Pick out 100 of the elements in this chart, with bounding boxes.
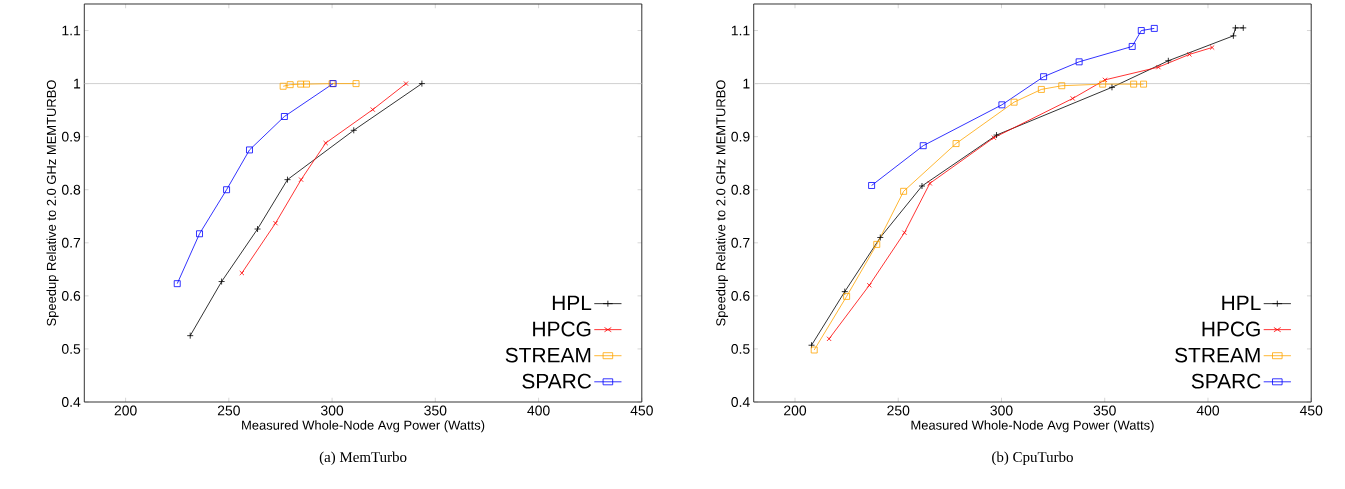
point xyxy=(303,80,310,88)
point xyxy=(1164,57,1172,65)
point xyxy=(1186,51,1192,57)
legend-label: HPL xyxy=(552,295,592,311)
point xyxy=(927,180,933,186)
point xyxy=(298,177,304,183)
point xyxy=(218,278,226,285)
point xyxy=(323,140,329,146)
x-tick-label: 200 xyxy=(114,405,137,416)
x-tick-label: 250 xyxy=(217,405,240,416)
point xyxy=(1010,98,1018,106)
y-tick-label: 0.9 xyxy=(731,131,750,142)
y-tick-label: 0.7 xyxy=(731,237,750,248)
y-axis-title: Speedup Relative to 2.0 GHz MEMTURBO xyxy=(715,80,728,326)
y-axis-title: Speedup Relative to 2.0 GHz MEMTURBO xyxy=(46,80,59,326)
x-tick-label: 350 xyxy=(1093,405,1116,416)
point xyxy=(900,187,908,195)
y-tick-label: 1.1 xyxy=(731,25,750,36)
point xyxy=(1108,83,1116,91)
point xyxy=(810,346,818,354)
point xyxy=(272,220,279,226)
point xyxy=(246,146,253,154)
x-tick-label: 300 xyxy=(320,405,344,416)
point xyxy=(993,131,1000,139)
point xyxy=(196,230,203,238)
point xyxy=(370,107,376,113)
x-tick-label: 400 xyxy=(1196,405,1220,416)
point xyxy=(280,113,288,120)
point xyxy=(1130,80,1138,88)
point xyxy=(1058,82,1066,90)
y-tick-label: 0.8 xyxy=(731,184,750,195)
point xyxy=(841,288,849,296)
point xyxy=(418,80,426,87)
x-tick-label: 300 xyxy=(990,405,1013,416)
point xyxy=(843,293,851,300)
y-tick-label: 0.6 xyxy=(731,290,750,301)
point xyxy=(1209,44,1215,51)
point xyxy=(1232,24,1239,32)
point xyxy=(352,80,360,87)
point xyxy=(918,182,926,190)
point xyxy=(186,332,194,340)
y-tick-label: 1 xyxy=(74,78,81,89)
point xyxy=(919,142,927,150)
point xyxy=(286,81,294,89)
x-tick-label: 200 xyxy=(784,405,807,416)
point xyxy=(1229,32,1237,40)
point xyxy=(1037,86,1045,93)
x-axis-title: Measured Whole-Node Avg Power (Watts) xyxy=(911,420,1154,433)
legend-label: HPCG xyxy=(1202,321,1260,337)
point xyxy=(998,101,1006,109)
point xyxy=(173,280,181,288)
point xyxy=(1070,95,1076,101)
x-tick-label: 250 xyxy=(887,405,910,416)
point xyxy=(808,341,815,349)
legend-label: HPCG xyxy=(533,321,591,337)
x-axis-title: Measured Whole-Node Avg Power (Watts) xyxy=(242,420,485,433)
point xyxy=(901,230,907,236)
point xyxy=(866,282,872,288)
y-tick-label: 1.1 xyxy=(62,25,81,36)
point xyxy=(254,225,261,233)
point xyxy=(1137,27,1145,34)
y-tick-label: 0.8 xyxy=(61,184,81,195)
legend-label: SPARC xyxy=(522,373,592,389)
y-tick-label: 0.5 xyxy=(61,343,81,354)
point xyxy=(868,182,876,189)
x-tick-label: 450 xyxy=(630,405,653,416)
y-tick-label: 1 xyxy=(743,78,750,89)
legend-label: STREAM xyxy=(505,347,591,363)
point xyxy=(350,126,358,134)
point xyxy=(873,240,881,248)
point xyxy=(1099,80,1107,88)
x-tick-label: 400 xyxy=(527,405,550,416)
point xyxy=(876,234,884,241)
legend-label: SPARC xyxy=(1191,373,1261,389)
legend-label: HPL xyxy=(1222,295,1261,311)
point xyxy=(297,80,305,88)
point xyxy=(1040,73,1048,81)
point xyxy=(991,135,997,141)
point xyxy=(1239,24,1247,32)
point xyxy=(1140,80,1147,88)
point xyxy=(223,186,230,194)
point xyxy=(1155,64,1161,70)
point xyxy=(952,140,960,147)
point xyxy=(1128,43,1136,50)
point xyxy=(284,176,291,184)
y-tick-label: 0.6 xyxy=(61,290,81,301)
x-tick-label: 450 xyxy=(1299,405,1323,416)
y-tick-label: 0.4 xyxy=(731,397,750,407)
point xyxy=(1075,58,1083,66)
y-tick-label: 0.7 xyxy=(61,237,81,248)
text: (b) CpuTurbo xyxy=(992,451,1073,466)
point xyxy=(279,82,287,90)
text: (a) MemTurbo xyxy=(319,451,407,466)
point xyxy=(1150,25,1158,32)
x-tick-label: 350 xyxy=(424,405,447,416)
y-tick-label: 0.9 xyxy=(61,131,81,142)
point xyxy=(826,336,832,342)
y-tick-label: 0.4 xyxy=(61,397,81,407)
point xyxy=(403,81,409,87)
point xyxy=(239,270,245,276)
